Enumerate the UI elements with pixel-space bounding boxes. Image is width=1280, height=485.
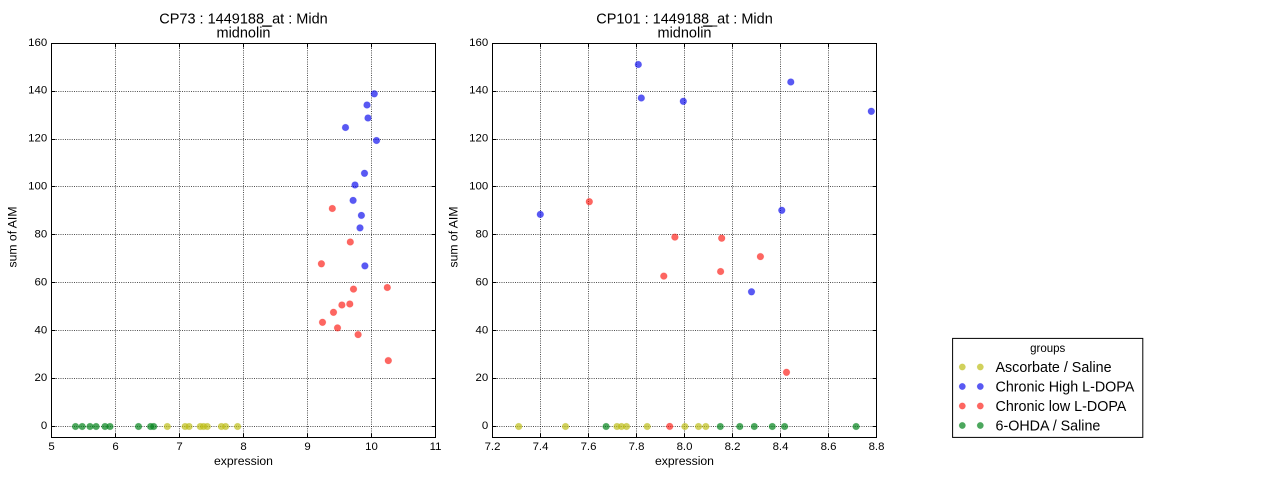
svg-text:120: 120 <box>28 133 47 145</box>
svg-text:groups: groups <box>1030 343 1065 355</box>
svg-text:expression: expression <box>655 454 714 468</box>
svg-text:midnolin: midnolin <box>217 26 271 42</box>
svg-text:expression: expression <box>214 454 273 468</box>
svg-text:8: 8 <box>240 441 246 453</box>
svg-text:60: 60 <box>476 276 489 288</box>
svg-text:6-OHDA / Saline: 6-OHDA / Saline <box>996 419 1101 435</box>
svg-text:CP101 : 1449188_at : Midn: CP101 : 1449188_at : Midn <box>596 11 773 27</box>
svg-text:160: 160 <box>469 37 488 49</box>
svg-text:9: 9 <box>304 441 310 453</box>
svg-text:0: 0 <box>482 420 488 432</box>
svg-text:8.4: 8.4 <box>773 441 789 453</box>
svg-text:Chronic low L-DOPA: Chronic low L-DOPA <box>996 399 1127 415</box>
svg-text:Ascorbate / Saline: Ascorbate / Saline <box>996 360 1112 376</box>
svg-text:Chronic High L-DOPA: Chronic High L-DOPA <box>996 380 1135 396</box>
svg-text:100: 100 <box>28 181 47 193</box>
svg-text:0: 0 <box>41 420 47 432</box>
svg-text:60: 60 <box>35 276 48 288</box>
svg-text:10: 10 <box>365 441 378 453</box>
svg-text:8.2: 8.2 <box>725 441 741 453</box>
svg-text:40: 40 <box>35 324 48 336</box>
svg-text:midnolin: midnolin <box>658 26 712 42</box>
svg-text:7.4: 7.4 <box>533 441 549 453</box>
svg-text:140: 140 <box>469 85 488 97</box>
svg-text:20: 20 <box>476 372 489 384</box>
svg-text:100: 100 <box>469 181 488 193</box>
svg-text:6: 6 <box>112 441 118 453</box>
svg-text:7: 7 <box>176 441 182 453</box>
svg-text:160: 160 <box>28 37 47 49</box>
svg-text:7.8: 7.8 <box>629 441 645 453</box>
svg-text:80: 80 <box>35 228 48 240</box>
svg-text:140: 140 <box>28 85 47 97</box>
svg-text:8.6: 8.6 <box>821 441 837 453</box>
svg-text:80: 80 <box>476 228 489 240</box>
svg-text:120: 120 <box>469 133 488 145</box>
svg-text:11: 11 <box>430 441 442 453</box>
svg-text:sum of AIM: sum of AIM <box>447 207 461 268</box>
svg-text:7.6: 7.6 <box>581 441 597 453</box>
svg-text:sum of AIM: sum of AIM <box>6 207 20 268</box>
svg-text:40: 40 <box>476 324 489 336</box>
svg-text:7.2: 7.2 <box>485 441 501 453</box>
svg-text:CP73 : 1449188_at : Midn: CP73 : 1449188_at : Midn <box>159 11 327 27</box>
svg-text:8.8: 8.8 <box>869 441 885 453</box>
svg-text:20: 20 <box>35 372 48 384</box>
svg-text:5: 5 <box>48 441 54 453</box>
svg-text:8.0: 8.0 <box>677 441 693 453</box>
